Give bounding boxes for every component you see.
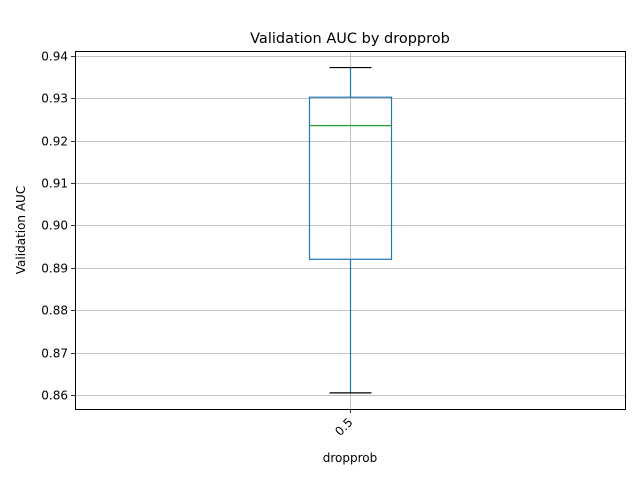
y-tick-label: 0.91	[41, 177, 68, 191]
x-axis-ticks: 0.5	[332, 409, 356, 439]
y-tick-label: 0.94	[41, 50, 68, 64]
y-axis-ticks: 0.86 0.87 0.88 0.89 0.90 0.91 0.92 0.93 0.94	[41, 50, 75, 403]
box-marks	[308, 66, 393, 394]
y-tick-label: 0.88	[41, 304, 68, 318]
y-tick-label: 0.90	[41, 219, 68, 233]
x-axis-label: dropprob	[323, 451, 378, 465]
y-tick-label: 0.89	[41, 262, 68, 276]
y-axis-label: Validation AUC	[14, 186, 28, 274]
y-tick-label: 0.92	[41, 135, 68, 149]
chart-title: Validation AUC by dropprob	[250, 31, 450, 47]
x-tick-label: 0.5	[332, 415, 355, 438]
y-tick-label: 0.93	[41, 92, 68, 106]
y-tick-label: 0.87	[41, 347, 68, 361]
iqr-box	[308, 96, 393, 260]
y-tick-label: 0.86	[41, 389, 68, 403]
